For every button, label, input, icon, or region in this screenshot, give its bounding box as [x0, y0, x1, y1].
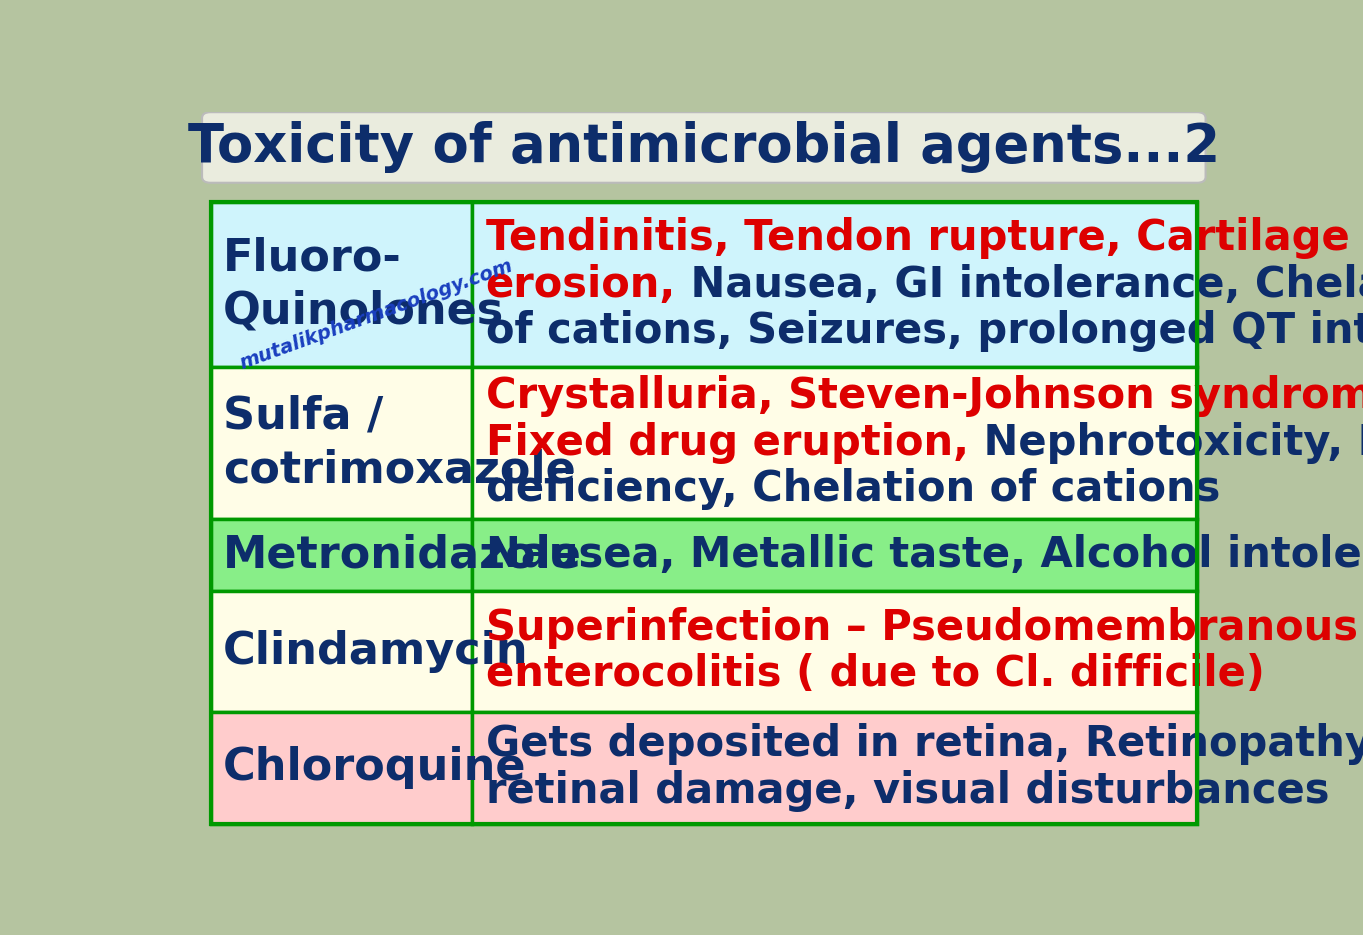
FancyBboxPatch shape	[202, 112, 1206, 182]
Text: retinal damage, visual disturbances: retinal damage, visual disturbances	[485, 770, 1329, 812]
Text: Fluoro-
Quinolones: Fluoro- Quinolones	[224, 237, 504, 333]
Text: Crystalluria, Steven-Johnson syndrome,: Crystalluria, Steven-Johnson syndrome,	[485, 376, 1363, 417]
Text: Sulfa /
cotrimoxazole: Sulfa / cotrimoxazole	[224, 395, 577, 491]
Text: Nephrotoxicity, Folate: Nephrotoxicity, Folate	[969, 422, 1363, 464]
Bar	[210, 367, 472, 519]
Bar	[472, 367, 1197, 519]
Text: Superinfection – Pseudomembranous: Superinfection – Pseudomembranous	[485, 607, 1358, 649]
Bar	[210, 519, 472, 591]
Text: erosion,: erosion,	[485, 264, 676, 306]
Bar	[472, 591, 1197, 712]
Bar	[472, 202, 1197, 367]
Text: Clindamycin: Clindamycin	[224, 629, 529, 672]
Text: Nausea, GI intolerance, Chelation: Nausea, GI intolerance, Chelation	[676, 264, 1363, 306]
Text: Metronidazole: Metronidazole	[224, 533, 582, 576]
Text: Tendinitis, Tendon rupture, Cartilage: Tendinitis, Tendon rupture, Cartilage	[485, 217, 1349, 259]
Bar	[210, 202, 1197, 824]
Text: Toxicity of antimicrobial agents...2: Toxicity of antimicrobial agents...2	[188, 122, 1220, 174]
Bar	[472, 519, 1197, 591]
Text: mutalikpharmacology.com: mutalikpharmacology.com	[237, 255, 515, 373]
Text: enterocolitis ( due to Cl. difficile): enterocolitis ( due to Cl. difficile)	[485, 654, 1265, 696]
Bar	[210, 202, 472, 367]
Bar	[472, 712, 1197, 824]
Bar	[210, 591, 472, 712]
Text: deficiency, Chelation of cations: deficiency, Chelation of cations	[485, 468, 1220, 511]
Text: Nausea, Metallic taste, Alcohol intolerance: Nausea, Metallic taste, Alcohol intolera…	[485, 534, 1363, 576]
Text: Fixed drug eruption,: Fixed drug eruption,	[485, 422, 969, 464]
Text: of cations, Seizures, prolonged QT interval: of cations, Seizures, prolonged QT inter…	[485, 310, 1363, 352]
Bar	[210, 712, 472, 824]
Text: Chloroquine: Chloroquine	[224, 746, 526, 789]
Text: Gets deposited in retina, Retinopathy –: Gets deposited in retina, Retinopathy –	[485, 724, 1363, 766]
